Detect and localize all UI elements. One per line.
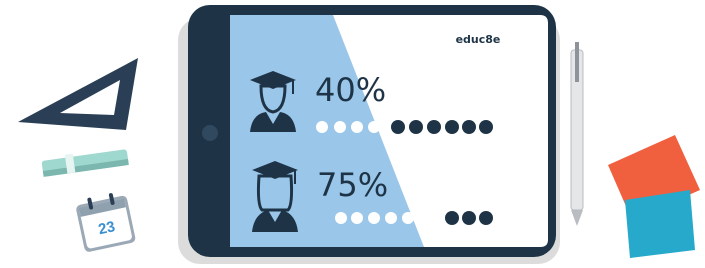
stat-label: 40%	[315, 71, 386, 109]
sticky-notes	[608, 135, 700, 258]
stat-label: 75%	[317, 166, 388, 204]
triangle-ruler	[18, 58, 138, 130]
calendar: 23	[74, 190, 136, 253]
pen	[571, 42, 583, 226]
illustration: 23 educ8e 40% 75%	[0, 0, 705, 268]
highlighter	[41, 146, 129, 177]
calendar-day: 23	[97, 218, 117, 238]
home-button	[202, 125, 218, 141]
brand-logo: educ8e	[456, 33, 501, 46]
